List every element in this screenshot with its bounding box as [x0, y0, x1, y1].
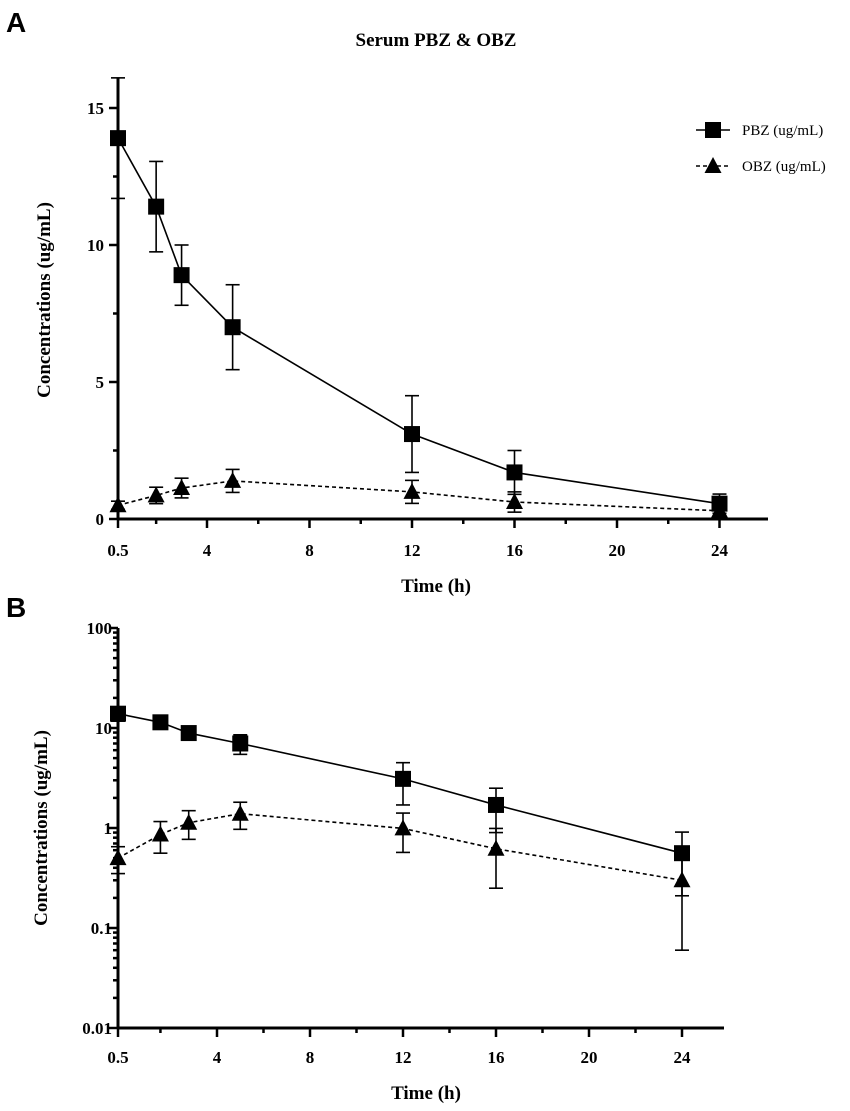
- data-point-obz-b: [487, 839, 505, 856]
- data-point-pbz-a: [148, 198, 165, 215]
- y-tick-label-b: 100: [87, 619, 113, 638]
- chart-panel-b: Time (h) Concentrations (ug/mL) 0.5 4 8 12 1…: [31, 619, 724, 1104]
- data-point-obz-a: [711, 501, 728, 518]
- legend-marker-pbz: [705, 122, 721, 138]
- series-line-obz-b: [117, 812, 683, 882]
- legend-marker-obz: [704, 157, 722, 173]
- data-point-pbz-a: [224, 319, 241, 336]
- x-tick-label-a: 0.5: [107, 541, 128, 560]
- x-tick-label-b: 24: [674, 1048, 692, 1067]
- x-tick-label-b: 20: [581, 1048, 598, 1067]
- panel-label-a: A: [6, 7, 26, 38]
- data-point-pbz-b: [152, 714, 169, 731]
- data-point-pbz-b: [488, 796, 504, 813]
- x-tick-label-a: 12: [404, 541, 421, 560]
- y-axis-title-b: Concentrations (ug/mL): [31, 730, 52, 926]
- axes-a: 0.5 4 8 12 16 20 24 0 5 10 15: [87, 78, 768, 560]
- x-tick-label-a: 20: [609, 541, 626, 560]
- data-point-pbz-b: [180, 725, 197, 742]
- data-point-pbz-a: [110, 130, 126, 147]
- y-tick-label-b: 0.01: [82, 1019, 112, 1038]
- chart-title-a: Serum PBZ & OBZ: [356, 30, 517, 51]
- data-point-pbz-b: [110, 705, 126, 722]
- x-tick-label-b: 12: [395, 1048, 412, 1067]
- series-obz-a: [109, 468, 728, 519]
- data-point-obz-b: [673, 871, 691, 888]
- x-tick-label-b: 16: [488, 1048, 505, 1067]
- x-axis-title-b: Time (h): [391, 1083, 461, 1104]
- y-tick-label-b: 10: [95, 719, 112, 738]
- legend-label-pbz: PBZ (ug/mL): [742, 123, 823, 139]
- x-tick-label-a: 4: [203, 541, 212, 560]
- x-tick-label-b: 8: [306, 1048, 315, 1067]
- data-point-obz-b: [231, 804, 249, 821]
- y-tick-label-b: 0.1: [91, 919, 112, 938]
- legend-item-obz: OBZ (ug/mL): [696, 157, 826, 175]
- data-point-pbz-b: [232, 735, 249, 752]
- data-point-obz-a: [403, 482, 421, 499]
- data-point-obz-a: [109, 496, 127, 513]
- data-point-pbz-b: [395, 770, 411, 787]
- data-point-pbz-a: [506, 464, 523, 481]
- y-tick-label-a: 5: [96, 373, 105, 392]
- data-point-pbz-a: [404, 426, 420, 443]
- y-tick-label-a: 0: [96, 510, 105, 529]
- panel-label-b: B: [6, 592, 26, 623]
- data-point-obz-b: [109, 849, 127, 866]
- x-tick-label-a: 8: [305, 541, 314, 560]
- axes-b: 0.5 4 8 12 16 20 24 0.01 0.1 1 10 100: [82, 619, 724, 1067]
- series-layer-b: [109, 705, 691, 951]
- x-tick-label-a: 16: [506, 541, 523, 560]
- y-tick-label-a: 10: [87, 236, 104, 255]
- y-axis-title-a: Concentrations (ug/mL): [34, 202, 55, 398]
- series-line-pbz-a: [117, 137, 720, 505]
- data-point-pbz-b: [674, 845, 690, 862]
- error-bar-obz-b: [675, 853, 689, 951]
- x-axis-title-a: Time (h): [401, 576, 471, 597]
- legend-item-pbz: PBZ (ug/mL): [696, 122, 823, 139]
- data-point-pbz-a: [173, 267, 190, 284]
- x-tick-label-b: 0.5: [107, 1048, 128, 1067]
- x-tick-label-a: 24: [711, 541, 729, 560]
- legend: PBZ (ug/mL) OBZ (ug/mL): [696, 122, 826, 175]
- data-point-obz-a: [173, 479, 191, 496]
- error-bar-obz-b: [489, 827, 503, 890]
- chart-panel-a: Serum PBZ & OBZ Time (h) Concentrations …: [34, 30, 826, 597]
- data-point-obz-a: [506, 493, 523, 510]
- data-point-obz-b: [180, 813, 198, 830]
- legend-label-obz: OBZ (ug/mL): [742, 159, 826, 175]
- data-point-obz-b: [394, 819, 412, 836]
- data-point-obz-a: [224, 471, 242, 488]
- series-obz-b: [109, 801, 691, 951]
- data-point-obz-a: [147, 486, 165, 503]
- data-point-obz-b: [151, 825, 169, 842]
- series-layer-a: [109, 77, 728, 519]
- series-pbz-a: [110, 77, 728, 515]
- y-tick-label-b: 1: [104, 819, 113, 838]
- x-tick-label-b: 4: [213, 1048, 222, 1067]
- y-tick-label-a: 15: [87, 99, 104, 118]
